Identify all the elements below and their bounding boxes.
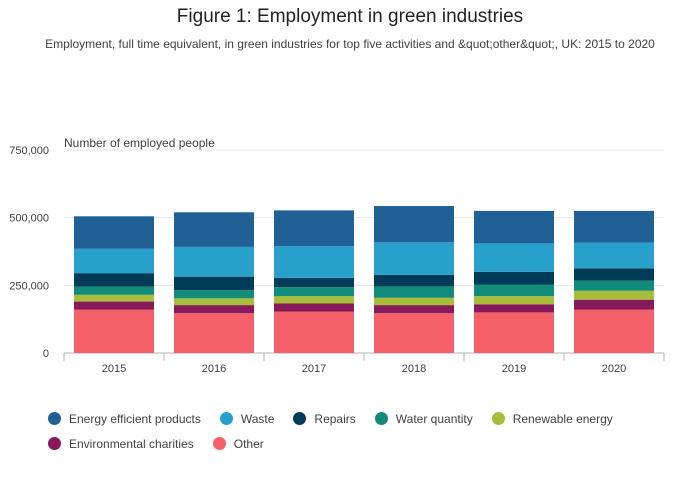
legend-swatch bbox=[491, 412, 505, 425]
legend-swatch bbox=[293, 412, 307, 425]
y-tick-label: 750,000 bbox=[9, 145, 49, 157]
x-tick-label: 2018 bbox=[402, 363, 426, 375]
bar-segment bbox=[174, 276, 254, 291]
bar-segment bbox=[574, 309, 654, 353]
bar-segment bbox=[374, 274, 454, 287]
y-tick-label: 500,000 bbox=[9, 213, 49, 225]
y-tick-label: 0 bbox=[43, 348, 49, 360]
bar-segment bbox=[374, 297, 454, 306]
legend-item[interactable]: Other bbox=[212, 436, 264, 451]
bar-segment bbox=[574, 299, 654, 310]
bar-segment bbox=[374, 286, 454, 298]
legend-label: Renewable energy bbox=[512, 411, 613, 426]
chart-subtitle: Employment, full time equivalent, in gre… bbox=[45, 37, 655, 51]
legend-swatch bbox=[212, 437, 226, 450]
bar-segment bbox=[274, 246, 354, 278]
legend-label: Repairs bbox=[314, 411, 356, 426]
legend-swatch bbox=[374, 412, 388, 425]
bar-segment bbox=[574, 210, 654, 243]
legend-row: Energy efficient products Waste Repairs Wat… bbox=[48, 406, 688, 431]
legend-label: Water quantity bbox=[395, 411, 473, 426]
legend-item[interactable]: Energy efficient products bbox=[48, 412, 201, 426]
bar-segment bbox=[374, 242, 454, 275]
bar-segment bbox=[574, 280, 654, 291]
bar-segment bbox=[374, 206, 454, 243]
bar-segment bbox=[174, 246, 254, 277]
bar-segment bbox=[274, 287, 354, 297]
legend-label: Other bbox=[233, 436, 264, 451]
bar-segment bbox=[374, 313, 454, 353]
bar-segment bbox=[474, 210, 554, 244]
legend-label: Energy efficient products bbox=[69, 411, 201, 426]
legend-item[interactable]: Waste bbox=[219, 411, 275, 426]
chart-title: Figure 1: Employment in green industries bbox=[176, 6, 524, 27]
bar-segment bbox=[74, 216, 154, 249]
bar-segment bbox=[574, 268, 654, 281]
y-axis-title: Number of employed people bbox=[64, 136, 215, 150]
legend-item[interactable]: Environmental charities bbox=[48, 437, 194, 451]
bar-segment bbox=[274, 303, 354, 312]
bar-segment bbox=[474, 304, 554, 313]
bar-segment bbox=[74, 301, 154, 310]
bar-segment bbox=[474, 312, 554, 353]
bar-segment bbox=[474, 296, 554, 305]
legend-swatch bbox=[219, 412, 233, 425]
bar-segment bbox=[274, 277, 354, 288]
bar-segment bbox=[174, 305, 254, 314]
legend-label: Environmental charities bbox=[69, 436, 194, 451]
bar-segment bbox=[174, 313, 254, 353]
legend-item[interactable]: Water quantity bbox=[374, 411, 473, 426]
bar-segment bbox=[274, 210, 354, 247]
bar-segment bbox=[74, 309, 154, 353]
bar-segment bbox=[374, 305, 454, 314]
x-tick-label: 2017 bbox=[302, 363, 326, 375]
bar-segment bbox=[74, 286, 154, 295]
bar-segment bbox=[574, 290, 654, 300]
bar-segment bbox=[174, 298, 254, 306]
x-tick-label: 2020 bbox=[602, 363, 626, 375]
x-tick-label: 2019 bbox=[502, 363, 526, 375]
bar-segment bbox=[474, 271, 554, 285]
bar-segment bbox=[74, 294, 154, 302]
legend-item[interactable]: Repairs bbox=[293, 411, 356, 426]
bar-segment bbox=[274, 296, 354, 304]
bar-segment bbox=[174, 290, 254, 299]
y-tick-label: 250,000 bbox=[9, 280, 49, 292]
stacked-bar-chart: 0 250,000 500,000 750,000 Number of employed… bbox=[9, 136, 665, 375]
bar-segment bbox=[574, 242, 654, 269]
bar-segment bbox=[174, 212, 254, 247]
legend-swatch bbox=[48, 437, 61, 450]
x-tick-label: 2015 bbox=[102, 363, 126, 375]
legend-item[interactable]: Renewable energy bbox=[491, 411, 613, 426]
legend-label: Waste bbox=[240, 411, 275, 426]
legend-row: Environmental charities Other bbox=[48, 431, 688, 456]
bar-segment bbox=[74, 248, 154, 274]
bar-segment bbox=[474, 243, 554, 272]
bar-segment bbox=[274, 311, 354, 353]
bar-segment bbox=[74, 273, 154, 287]
legend-swatch bbox=[48, 412, 61, 425]
x-tick-label: 2016 bbox=[202, 363, 226, 375]
bar-segment bbox=[474, 284, 554, 297]
chart-legend: Energy efficient products Waste Repairs Wat… bbox=[48, 406, 688, 456]
